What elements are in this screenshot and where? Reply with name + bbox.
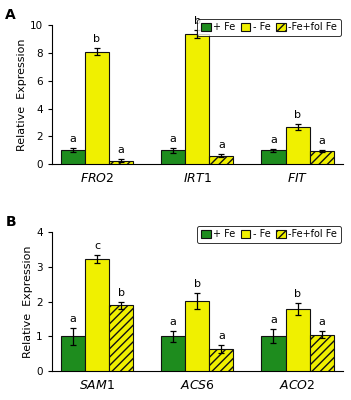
Bar xyxy=(310,334,334,371)
Text: a: a xyxy=(69,134,77,144)
Bar xyxy=(261,336,285,371)
Text: a: a xyxy=(218,140,225,150)
Bar xyxy=(310,151,334,164)
Text: c: c xyxy=(94,241,100,251)
Legend: + Fe, - Fe, -Fe+fol Fe: + Fe, - Fe, -Fe+fol Fe xyxy=(197,226,341,243)
Text: a: a xyxy=(218,331,225,341)
Bar xyxy=(61,150,85,164)
Text: a: a xyxy=(270,135,277,145)
Text: a: a xyxy=(270,316,277,326)
Text: a: a xyxy=(118,145,125,155)
Y-axis label: Relative  Expression: Relative Expression xyxy=(17,38,27,151)
Bar xyxy=(285,126,310,164)
Y-axis label: Relative  Expression: Relative Expression xyxy=(24,245,33,358)
Text: a: a xyxy=(318,317,325,327)
Bar xyxy=(61,336,85,371)
Text: b: b xyxy=(118,288,125,298)
Text: a: a xyxy=(170,134,177,144)
Text: b: b xyxy=(194,279,201,289)
Text: A: A xyxy=(5,8,16,22)
Bar xyxy=(185,301,209,371)
Text: b: b xyxy=(294,289,301,299)
Bar xyxy=(85,259,109,371)
Text: b: b xyxy=(93,34,100,44)
Bar xyxy=(161,336,185,371)
Text: B: B xyxy=(5,215,16,229)
Text: b: b xyxy=(194,16,201,26)
Text: a: a xyxy=(318,136,325,146)
Bar xyxy=(209,349,233,371)
Bar xyxy=(185,34,209,164)
Bar xyxy=(261,150,285,164)
Bar xyxy=(109,305,133,371)
Text: b: b xyxy=(294,110,301,120)
Legend: + Fe, - Fe, -Fe+fol Fe: + Fe, - Fe, -Fe+fol Fe xyxy=(197,19,341,36)
Text: a: a xyxy=(170,317,177,327)
Bar xyxy=(285,309,310,371)
Bar xyxy=(85,52,109,164)
Bar xyxy=(109,161,133,164)
Bar xyxy=(161,150,185,164)
Bar xyxy=(209,156,233,164)
Text: a: a xyxy=(69,314,77,324)
